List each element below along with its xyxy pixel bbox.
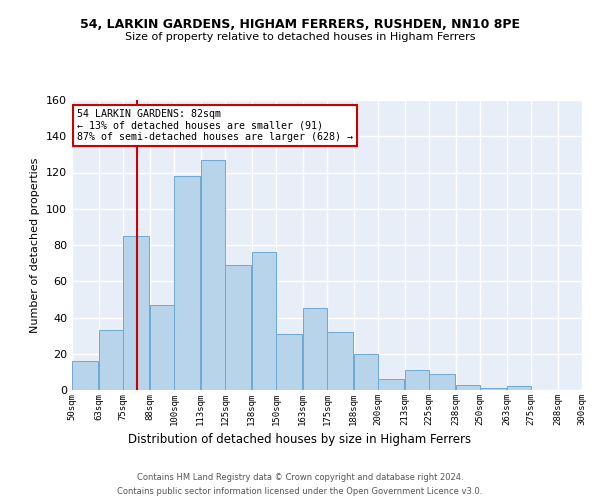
- Text: 54, LARKIN GARDENS, HIGHAM FERRERS, RUSHDEN, NN10 8PE: 54, LARKIN GARDENS, HIGHAM FERRERS, RUSH…: [80, 18, 520, 30]
- Bar: [73, 361, 98, 390]
- Bar: [201, 160, 224, 390]
- Bar: [124, 236, 149, 390]
- Bar: [175, 176, 200, 390]
- Text: 54 LARKIN GARDENS: 82sqm
← 13% of detached houses are smaller (91)
87% of semi-d: 54 LARKIN GARDENS: 82sqm ← 13% of detach…: [77, 108, 353, 142]
- Bar: [99, 330, 122, 390]
- Bar: [481, 388, 506, 390]
- Y-axis label: Number of detached properties: Number of detached properties: [31, 158, 40, 332]
- Bar: [328, 332, 353, 390]
- Text: Contains public sector information licensed under the Open Government Licence v3: Contains public sector information licen…: [118, 488, 482, 496]
- Bar: [379, 379, 404, 390]
- Bar: [405, 370, 428, 390]
- Text: Size of property relative to detached houses in Higham Ferrers: Size of property relative to detached ho…: [125, 32, 475, 42]
- Bar: [252, 252, 275, 390]
- Bar: [303, 308, 326, 390]
- Bar: [150, 305, 173, 390]
- Bar: [507, 386, 530, 390]
- Bar: [456, 384, 479, 390]
- Text: Distribution of detached houses by size in Higham Ferrers: Distribution of detached houses by size …: [128, 432, 472, 446]
- Bar: [277, 334, 302, 390]
- Bar: [354, 354, 377, 390]
- Bar: [430, 374, 455, 390]
- Text: Contains HM Land Registry data © Crown copyright and database right 2024.: Contains HM Land Registry data © Crown c…: [137, 472, 463, 482]
- Bar: [226, 265, 251, 390]
